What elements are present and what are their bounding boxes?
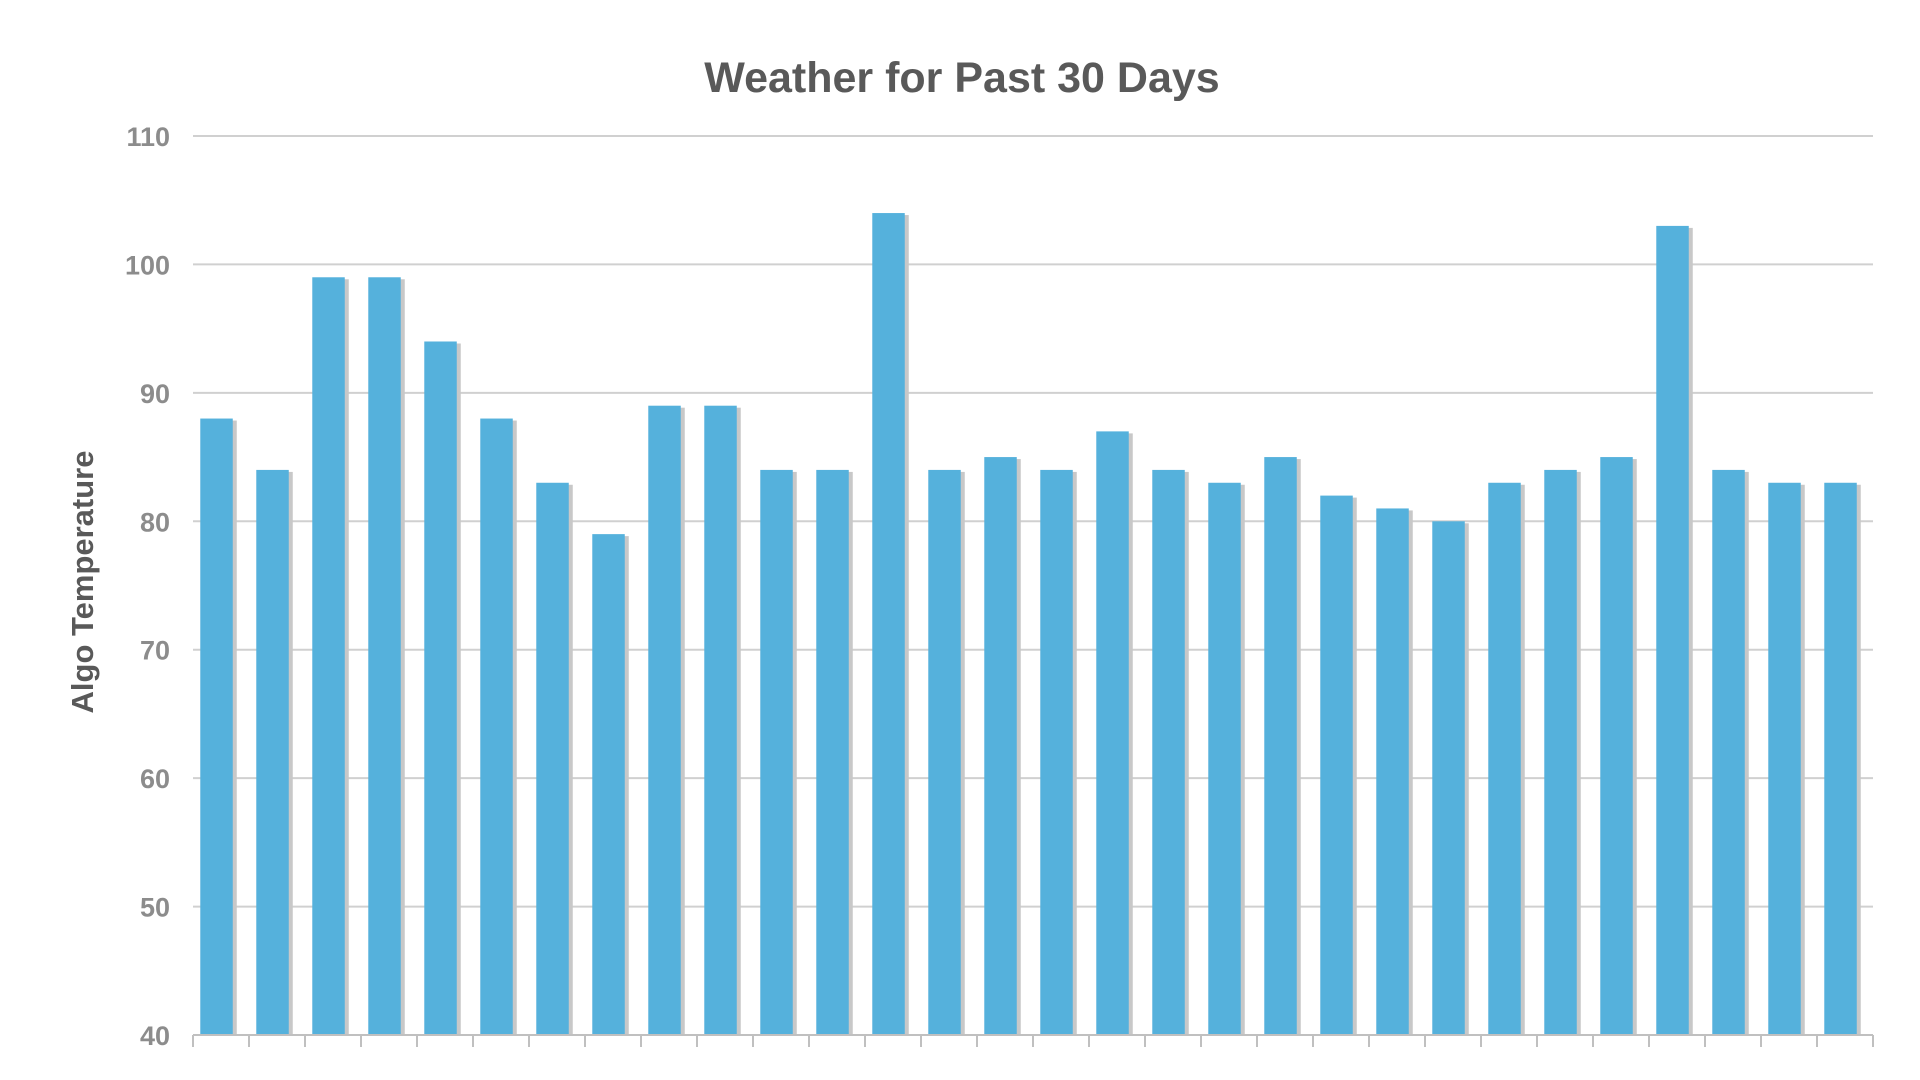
bar <box>1656 225 1689 1035</box>
y-tick-label: 70 <box>140 636 170 666</box>
bars <box>200 213 1861 1036</box>
bar <box>536 482 569 1035</box>
bar <box>1432 521 1465 1035</box>
chart-title: Weather for Past 30 Days <box>704 54 1219 102</box>
bar <box>1320 495 1353 1036</box>
bar <box>872 213 905 1036</box>
y-axis-ticks: 40 50 60 70 80 90 100 110 <box>125 122 170 1051</box>
bar <box>1600 457 1633 1036</box>
y-tick-label: 40 <box>140 1021 170 1051</box>
bar <box>984 457 1017 1036</box>
y-tick-label: 60 <box>140 764 170 794</box>
bar <box>1208 482 1241 1035</box>
bar <box>704 405 737 1035</box>
bar <box>1488 482 1521 1035</box>
bar <box>592 534 625 1035</box>
bar <box>760 469 793 1035</box>
gridlines <box>193 135 1873 1036</box>
bar <box>1264 457 1297 1036</box>
bar <box>1152 469 1185 1035</box>
bar <box>816 469 849 1035</box>
bar <box>1376 508 1409 1035</box>
y-tick-label: 80 <box>140 507 170 537</box>
bar <box>368 277 401 1035</box>
bar <box>928 469 961 1035</box>
y-axis-label: Algo Temperature <box>65 451 100 714</box>
y-tick-label: 100 <box>125 250 170 280</box>
bar <box>312 277 345 1035</box>
bar <box>424 341 457 1035</box>
y-tick-label: 110 <box>126 122 170 152</box>
bar <box>256 469 289 1035</box>
bar <box>1768 482 1801 1035</box>
bar <box>1824 482 1857 1035</box>
bar <box>648 405 681 1035</box>
bar <box>200 418 233 1035</box>
y-tick-label: 90 <box>140 379 170 409</box>
bar <box>1544 469 1577 1035</box>
bar <box>1712 469 1745 1035</box>
bar <box>480 418 513 1035</box>
bar <box>1040 469 1073 1035</box>
x-axis <box>192 1034 1874 1047</box>
y-tick-label: 50 <box>140 893 170 923</box>
bar <box>1096 431 1129 1035</box>
